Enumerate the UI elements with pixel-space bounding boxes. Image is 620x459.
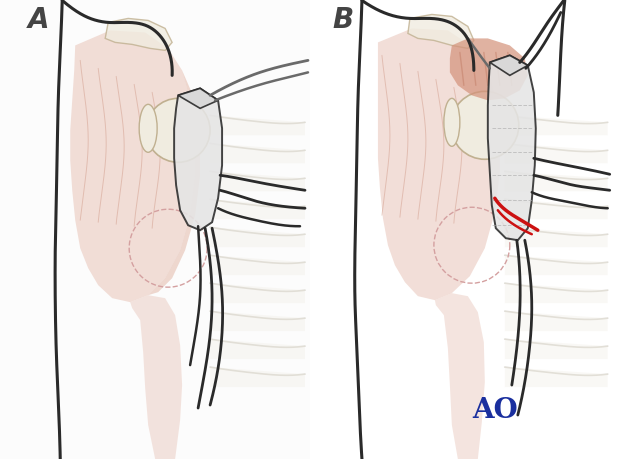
Polygon shape — [210, 255, 305, 275]
Polygon shape — [408, 14, 474, 48]
Polygon shape — [210, 171, 305, 191]
Polygon shape — [210, 339, 305, 359]
Circle shape — [451, 91, 519, 159]
Polygon shape — [174, 88, 222, 230]
Polygon shape — [450, 39, 528, 101]
Text: AO: AO — [472, 397, 518, 424]
Polygon shape — [505, 227, 608, 247]
Polygon shape — [210, 227, 305, 247]
Polygon shape — [210, 311, 305, 331]
Polygon shape — [505, 367, 608, 387]
Polygon shape — [70, 30, 195, 302]
Polygon shape — [210, 115, 305, 135]
Polygon shape — [105, 18, 172, 50]
Polygon shape — [488, 56, 536, 240]
Polygon shape — [0, 0, 310, 459]
Circle shape — [146, 98, 210, 162]
Polygon shape — [210, 283, 305, 303]
Polygon shape — [505, 199, 608, 219]
Text: A: A — [29, 6, 50, 34]
Polygon shape — [210, 367, 305, 387]
Polygon shape — [505, 283, 608, 303]
Polygon shape — [130, 295, 182, 459]
Polygon shape — [378, 28, 500, 300]
Polygon shape — [505, 255, 608, 275]
Polygon shape — [505, 311, 608, 331]
Ellipse shape — [444, 98, 460, 146]
Polygon shape — [178, 88, 218, 108]
Polygon shape — [490, 56, 528, 75]
Polygon shape — [505, 171, 608, 191]
Polygon shape — [505, 143, 608, 163]
Polygon shape — [505, 339, 608, 359]
Polygon shape — [505, 115, 608, 135]
Polygon shape — [435, 293, 485, 459]
Polygon shape — [210, 143, 305, 163]
Polygon shape — [210, 199, 305, 219]
Polygon shape — [148, 48, 200, 295]
Text: B: B — [332, 6, 353, 34]
Ellipse shape — [139, 104, 157, 152]
